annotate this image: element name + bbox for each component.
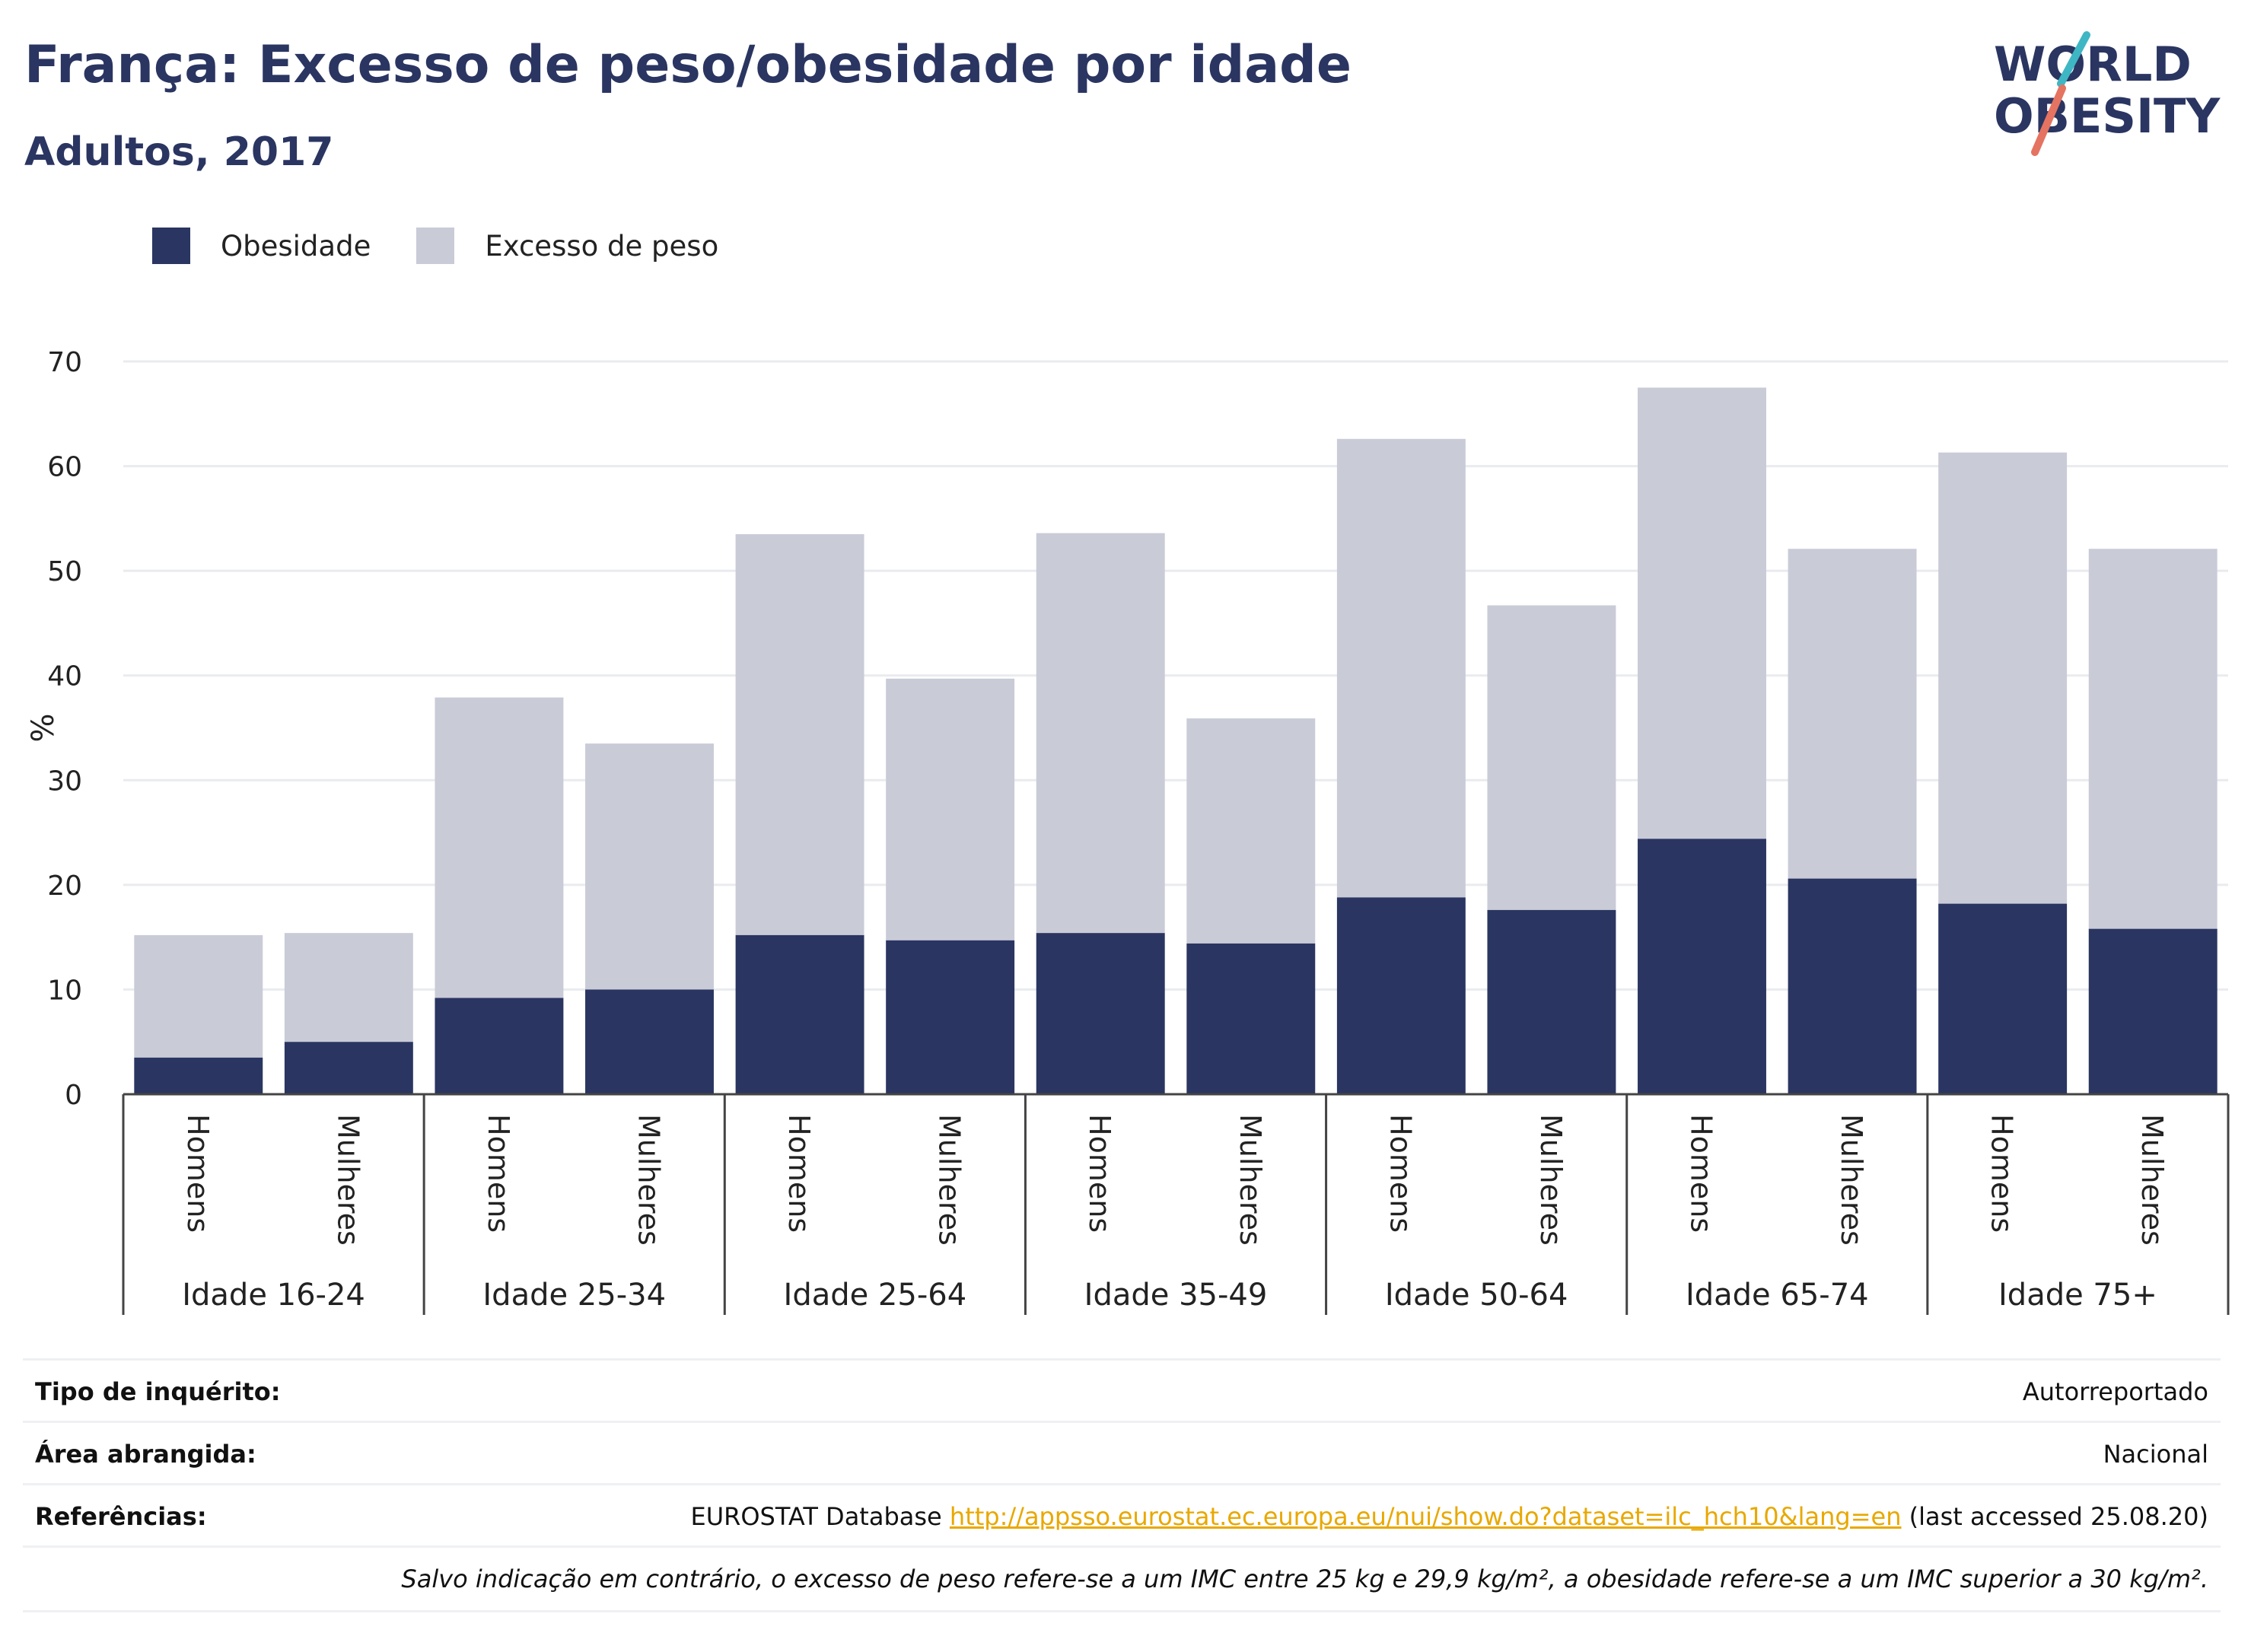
x-tick-label: Mulheres — [2135, 1114, 2169, 1246]
x-tick-label: Homens — [1383, 1114, 1417, 1233]
info-row-note: Salvo indicação em contrário, o excesso … — [23, 1545, 2221, 1612]
group-label: Idade 16-24 — [182, 1278, 365, 1313]
definition-note: Salvo indicação em contrário, o excesso … — [401, 1564, 2208, 1593]
bar-obesity — [1186, 943, 1316, 1094]
y-tick-label: 50 — [47, 556, 82, 587]
group-label: Idade 50-64 — [1385, 1278, 1568, 1313]
references-value: EUROSTAT Database http://appsso.eurostat… — [690, 1502, 2221, 1531]
legend-item-obesity: Obesidade — [152, 228, 371, 264]
legend-label-obesity: Obesidade — [221, 229, 371, 263]
y-tick-label: 70 — [47, 347, 82, 378]
bar-overweight — [585, 743, 714, 990]
info-row-area: Área abrangida: Nacional — [23, 1421, 2221, 1485]
bar-overweight — [1186, 718, 1316, 944]
area-value: Nacional — [2103, 1440, 2208, 1469]
bar-overweight — [1036, 533, 1165, 934]
bar-obesity — [886, 940, 1015, 1094]
bar-overweight — [1487, 605, 1616, 910]
bar-obesity — [134, 1057, 263, 1094]
x-tick-label: Homens — [782, 1114, 816, 1233]
x-tick-label: Homens — [1685, 1114, 1718, 1233]
references-label: Referências: — [35, 1502, 207, 1531]
logo-slash-teal-icon — [2057, 31, 2090, 88]
info-row-survey: Tipo de inquérito: Autorreportado — [23, 1358, 2221, 1423]
x-tick-label: Mulheres — [632, 1114, 666, 1246]
bar-obesity — [1638, 839, 1766, 1094]
references-suffix: (last accessed 25.08.20) — [1909, 1502, 2208, 1531]
x-tick-label: Homens — [1083, 1114, 1116, 1233]
bar-obesity — [1336, 897, 1466, 1094]
x-tick-label: Mulheres — [1835, 1114, 1868, 1246]
y-tick-label: 20 — [47, 871, 82, 902]
bar-obesity — [585, 989, 714, 1094]
logo-line2: OBESITY — [1994, 88, 2221, 144]
bar-overweight — [435, 697, 564, 998]
page-subtitle: Adultos, 2017 — [24, 129, 334, 175]
logo-line1: WORLD — [1994, 37, 2192, 92]
group-label: Idade 35-49 — [1084, 1278, 1268, 1313]
bar-obesity — [435, 998, 564, 1094]
bar-obesity — [735, 934, 864, 1094]
bar-obesity — [1788, 878, 1917, 1094]
legend-swatch-overweight — [416, 228, 455, 264]
bar-chart: 0 10 20 30 40 50 60 70% Homens Mulheres Idade 16-2… — [26, 347, 2230, 1315]
world-obesity-logo: WORLD OBESITY — [1994, 31, 2221, 156]
x-tick-label: Homens — [181, 1114, 215, 1233]
y-tick-label: 0 — [65, 1080, 82, 1111]
bar-obesity — [1938, 903, 2068, 1094]
x-tick-label: Mulheres — [933, 1114, 966, 1246]
bar-obesity — [1036, 933, 1165, 1094]
bar-obesity — [284, 1042, 413, 1094]
bar-obesity — [2088, 928, 2218, 1094]
y-tick-label: 10 — [47, 975, 82, 1006]
bar-overweight — [1638, 387, 1766, 839]
bar-overweight — [735, 533, 864, 935]
bar-obesity — [1487, 909, 1616, 1094]
bar-overweight — [134, 934, 263, 1058]
references-prefix: EUROSTAT Database — [690, 1502, 942, 1531]
x-tick-label: Mulheres — [331, 1114, 365, 1246]
group-label: Idade 75+ — [1998, 1278, 2157, 1313]
logo-slash-coral-icon — [2031, 84, 2066, 156]
y-tick-label: 40 — [47, 661, 82, 692]
x-tick-label: Homens — [1985, 1114, 2019, 1233]
bar-overweight — [284, 933, 413, 1042]
info-row-references: Referências: EUROSTAT Database http://ap… — [23, 1483, 2221, 1548]
group-label: Idade 65-74 — [1686, 1278, 1869, 1313]
bar-overweight — [1336, 438, 1466, 898]
legend-item-overweight: Excesso de peso — [416, 228, 718, 264]
bar-overweight — [1938, 452, 2068, 904]
y-tick-label: 30 — [47, 766, 82, 797]
bar-overweight — [2088, 549, 2218, 929]
y-tick-label: 60 — [47, 452, 82, 483]
legend-label-overweight: Excesso de peso — [485, 229, 719, 263]
survey-label: Tipo de inquérito: — [35, 1377, 281, 1406]
area-label: Área abrangida: — [35, 1440, 256, 1469]
chart-legend: Obesidade Excesso de peso — [152, 225, 764, 266]
bar-overweight — [1788, 549, 1917, 879]
survey-value: Autorreportado — [2022, 1377, 2208, 1406]
x-tick-label: Homens — [482, 1114, 515, 1233]
x-tick-label: Mulheres — [1534, 1114, 1568, 1246]
bar-overweight — [886, 678, 1015, 941]
x-tick-label: Mulheres — [1234, 1114, 1267, 1246]
group-label: Idade 25-64 — [784, 1278, 967, 1313]
y-axis-label: % — [26, 713, 61, 742]
page-title: França: Excesso de peso/obesidade por id… — [24, 35, 1352, 95]
references-link[interactable]: http://appsso.eurostat.ec.europa.eu/nui/… — [949, 1502, 1902, 1531]
group-label: Idade 25-34 — [482, 1278, 666, 1313]
legend-swatch-obesity — [152, 228, 190, 264]
